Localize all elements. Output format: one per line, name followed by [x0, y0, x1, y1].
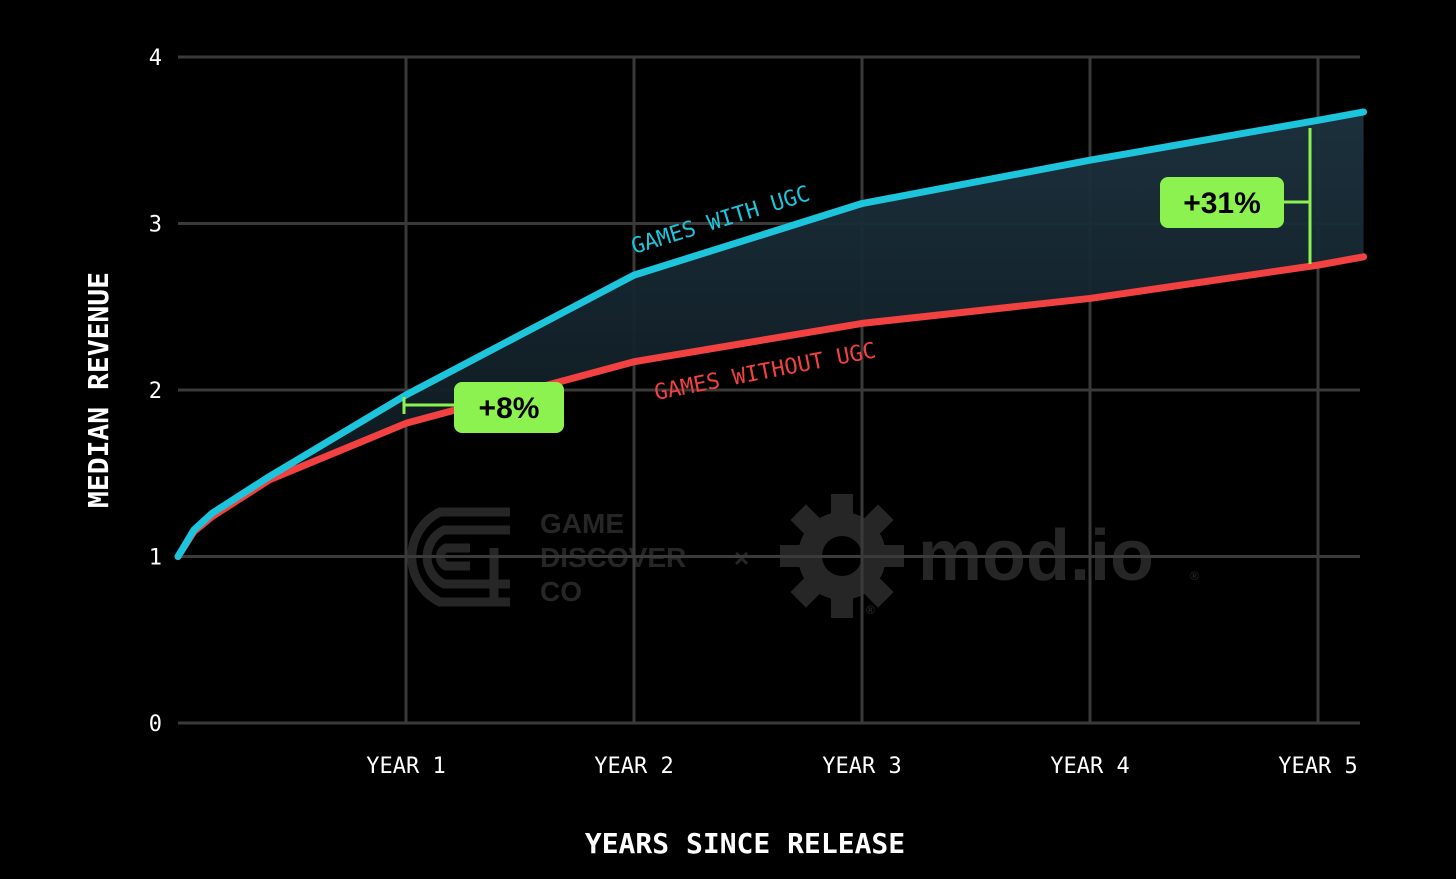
y-tick-label: 0 [149, 712, 162, 737]
watermark-left-line-3: CO [540, 576, 582, 607]
callout-year-5-bracket [1282, 128, 1312, 264]
y-tick-label: 4 [149, 46, 162, 71]
watermark-left-line-1: GAME [540, 508, 624, 539]
x-axis-title: YEARS SINCE RELEASE [585, 827, 905, 860]
x-tick-label: YEAR 2 [594, 754, 673, 779]
callout-year-1-badge [454, 382, 564, 433]
callout-year-5-label: +31% [1183, 187, 1261, 220]
series-line-with-ugc [174, 108, 1368, 560]
watermark: GAME DISCOVER CO × mod.io ® ® [407, 494, 1199, 618]
y-tick-label: 2 [149, 379, 162, 404]
tick-labels: 0 1 2 3 4 YEAR 1 YEAR 2 YEAR 3 YEAR 4 YEAR 5 [149, 46, 1358, 779]
gridlines [178, 55, 1360, 725]
gap-area [178, 111, 1364, 557]
callout-year-5-badge [1160, 177, 1284, 228]
watermark-registered-mark: ® [1190, 569, 1199, 583]
x-tick-label: YEAR 3 [822, 754, 901, 779]
y-tick-label: 3 [149, 213, 162, 238]
y-axis-title: MEDIAN REVENUE [82, 272, 115, 508]
callout-year-5: +31% [1160, 128, 1312, 264]
x-tick-label: YEAR 5 [1278, 754, 1357, 779]
callout-year-1-bracket [402, 397, 454, 414]
y-tick-label: 1 [149, 546, 162, 571]
x-tick-label: YEAR 1 [366, 754, 445, 779]
x-tick-label: YEAR 4 [1050, 754, 1129, 779]
watermark-registered-mark-gear: ® [866, 603, 875, 617]
callout-year-1-label: +8% [479, 392, 540, 425]
callout-year-1: +8% [402, 382, 564, 433]
